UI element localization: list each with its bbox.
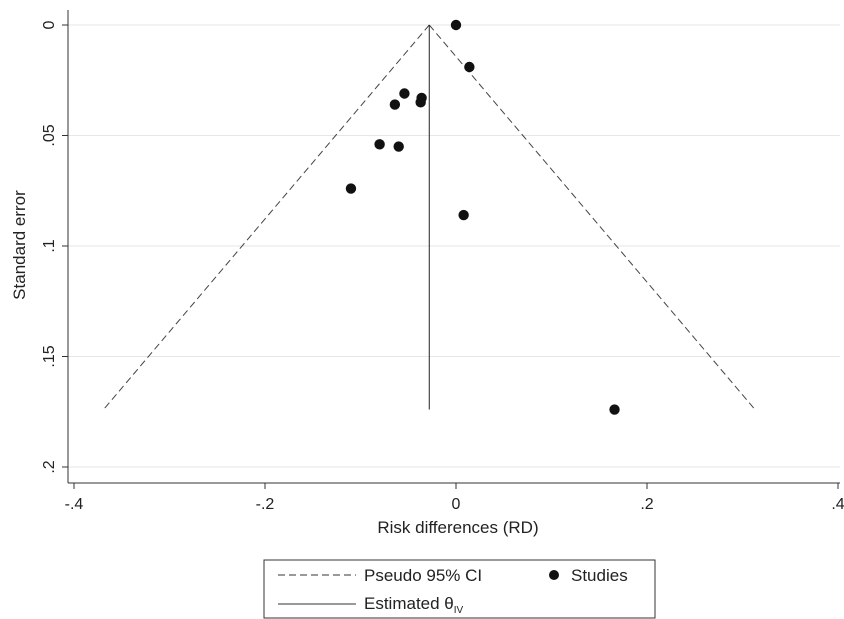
pseudo-ci-funnel: [103, 24, 756, 410]
legend-studies-label: Studies: [571, 566, 628, 585]
x-axis-ticks: -.4 -.2 0 .2 .4: [65, 483, 844, 513]
gridlines: [68, 24, 840, 468]
x-axis-title: Risk differences (RD): [377, 518, 538, 537]
study-point: [458, 209, 469, 221]
legend: Pseudo 95% CI Studies Estimated θIV: [263, 559, 656, 619]
y-axis-title: Standard error: [10, 190, 29, 300]
legend-estimate-label: Estimated θIV: [364, 594, 464, 616]
study-points: [345, 19, 620, 415]
legend-estimate-text: Estimated θ: [364, 594, 454, 613]
legend-estimate-subscript: IV: [454, 605, 464, 616]
study-point: [345, 183, 357, 194]
study-point: [415, 97, 426, 108]
study-point: [393, 141, 404, 152]
y-tick-label: .2: [41, 460, 58, 473]
y-tick-label: 0: [41, 20, 58, 29]
y-axis-ticks: 0 .05 .1 .15 .2: [41, 20, 68, 474]
study-point: [450, 19, 462, 31]
x-tick-label: .2: [640, 496, 653, 513]
x-tick-label: .4: [831, 496, 844, 513]
x-tick-label: -.2: [256, 496, 275, 513]
y-tick-label: .1: [41, 239, 58, 252]
ci-right-line: [428, 24, 756, 410]
y-tick-label: .05: [41, 124, 58, 146]
study-point: [609, 404, 620, 415]
study-point: [399, 88, 410, 99]
x-tick-label: 0: [452, 496, 461, 513]
study-point: [464, 61, 475, 73]
y-tick-label: .15: [41, 345, 58, 367]
legend-ci-label: Pseudo 95% CI: [364, 566, 482, 585]
legend-studies-marker: [549, 570, 559, 580]
ci-left-line: [103, 24, 430, 410]
study-point: [389, 99, 401, 110]
study-point: [374, 139, 385, 150]
x-tick-label: -.4: [65, 496, 84, 513]
legend-box: [263, 559, 656, 619]
